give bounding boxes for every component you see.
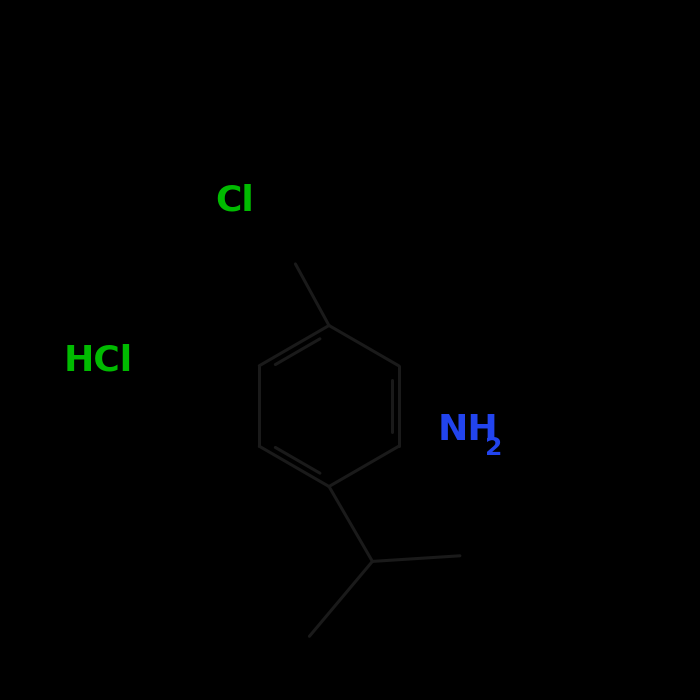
Text: HCl: HCl [64, 344, 132, 377]
Text: 2: 2 [485, 436, 503, 460]
Text: NH: NH [438, 414, 498, 447]
Text: Cl: Cl [215, 183, 254, 217]
